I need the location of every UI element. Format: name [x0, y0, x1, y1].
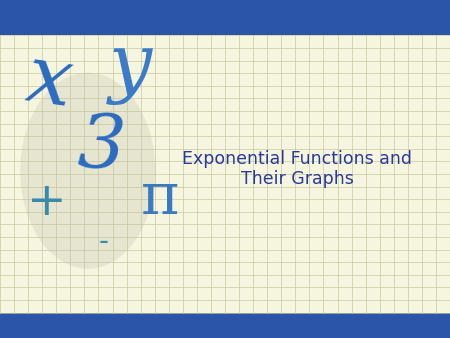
Ellipse shape [20, 73, 155, 269]
Text: -: - [99, 228, 108, 256]
Text: x: x [22, 40, 77, 123]
Text: Exponential Functions and
Their Graphs: Exponential Functions and Their Graphs [182, 150, 412, 188]
Text: +: + [27, 180, 67, 225]
Text: π: π [140, 170, 179, 226]
Text: y: y [109, 31, 152, 104]
Text: 3: 3 [76, 110, 127, 185]
Bar [0, 35, 450, 313]
